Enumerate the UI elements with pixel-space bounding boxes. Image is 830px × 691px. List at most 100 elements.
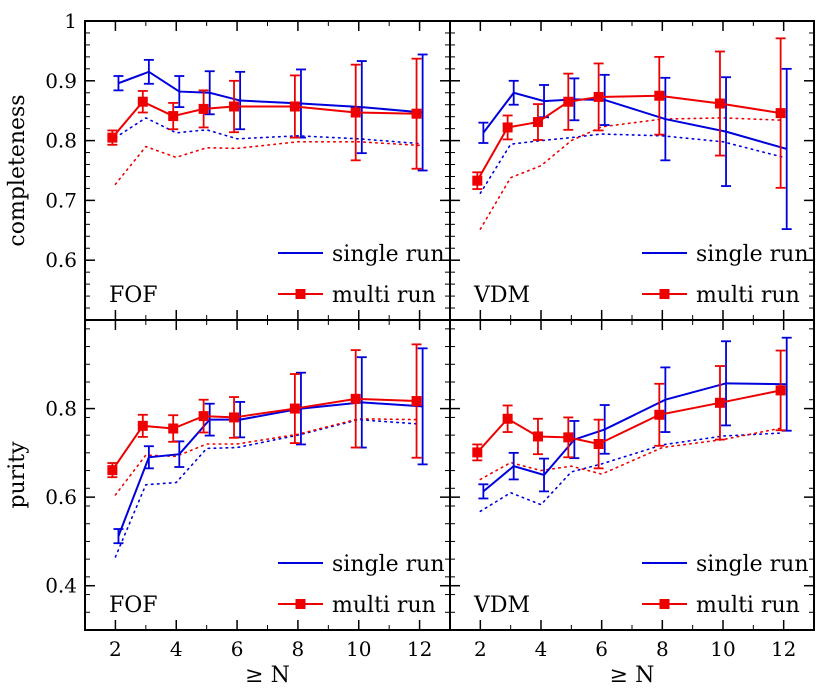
data-point	[563, 96, 574, 107]
legend-label-multi: multi run	[332, 283, 436, 308]
panel-label: FOF	[109, 283, 158, 308]
x-tick-label: 12	[407, 637, 432, 661]
data-point	[107, 132, 118, 143]
legend-label-single: single run	[332, 552, 444, 577]
panel-frame	[84, 20, 451, 321]
x-tick-label: 10	[710, 637, 735, 661]
series-dotted-line	[479, 432, 785, 513]
x-tick-label: 8	[292, 637, 305, 661]
series-multi-run	[107, 57, 422, 170]
panel-bottom-right: 2 4 6 8 10 12 ≥ N single run multi run VDM	[449, 319, 815, 688]
legend-marker-multi	[295, 289, 306, 299]
data-point	[532, 431, 543, 442]
series-line	[111, 397, 417, 471]
x-axis-title: ≥ N	[610, 663, 655, 688]
y-axis-title: purity	[5, 441, 30, 509]
panel-bottom-left: 0.4 0.6 0.8 2 4 6 8 10 12 purity ≥ N single run mult…	[5, 319, 451, 688]
series-dotted-line	[114, 418, 421, 558]
data-point	[229, 101, 240, 112]
data-point	[198, 103, 209, 114]
series-line	[482, 382, 787, 493]
data-point	[532, 117, 543, 128]
data-point	[775, 108, 786, 119]
legend-label-single: single run	[696, 242, 808, 267]
chart-panels: 0.6 0.7 0.8 0.9 1 completeness single run multi…	[5, 9, 815, 688]
series-single-run	[478, 336, 792, 500]
legend-label-multi: multi run	[696, 283, 800, 308]
series-multi-run	[472, 37, 786, 190]
x-tick-label: 6	[595, 637, 608, 661]
series-line	[111, 100, 417, 139]
data-point	[229, 412, 240, 423]
x-tick-label: 10	[346, 637, 371, 661]
y-tick-label: 0.8	[45, 129, 77, 153]
data-point	[472, 175, 483, 186]
y-tick-label: 0.6	[45, 248, 77, 272]
x-axis-title: ≥ N	[245, 663, 290, 688]
panel-frame	[449, 20, 815, 321]
data-point	[775, 385, 786, 396]
data-point	[502, 122, 513, 133]
y-tick-label: 0.7	[45, 188, 77, 212]
data-point	[168, 111, 179, 122]
data-point	[289, 403, 300, 414]
y-tick-label: 0.8	[45, 397, 77, 421]
series-multi-run	[472, 349, 786, 470]
data-point	[350, 393, 361, 404]
data-point	[137, 420, 148, 431]
data-point	[502, 413, 513, 424]
x-tick-label: 2	[109, 637, 122, 661]
legend-marker-multi	[659, 289, 670, 299]
legend-label-single: single run	[332, 242, 444, 267]
series-dotted-line	[114, 417, 421, 496]
y-tick-label: 0.4	[45, 574, 77, 598]
data-point	[593, 439, 604, 449]
y-tick-label: 0.9	[45, 69, 77, 93]
data-point	[107, 465, 118, 476]
data-point	[654, 90, 665, 101]
data-point	[714, 98, 725, 109]
panel-label: FOF	[109, 593, 158, 618]
data-point	[654, 409, 665, 420]
y-axis-title: completeness	[5, 94, 30, 246]
y-tick-label: 0.6	[45, 485, 77, 509]
data-point	[168, 423, 179, 434]
x-tick-label: 8	[656, 637, 669, 661]
panel-label: VDM	[473, 593, 530, 618]
series-line	[117, 401, 423, 537]
series-line	[476, 389, 781, 454]
x-tick-label: 6	[231, 637, 244, 661]
legend-marker-multi	[659, 599, 670, 609]
series-line	[476, 94, 781, 182]
data-point	[714, 397, 725, 408]
series-line	[118, 70, 423, 114]
series-single-run	[478, 67, 792, 231]
data-point	[472, 447, 483, 458]
data-point	[563, 432, 574, 443]
data-point	[411, 108, 422, 119]
series-dotted-line	[479, 426, 785, 481]
series-dotted-line	[479, 133, 785, 195]
series-single-run	[113, 53, 428, 172]
panel-top-left: 0.6 0.7 0.8 0.9 1 completeness single run multi…	[5, 9, 451, 321]
series-dotted-line	[114, 140, 421, 186]
legend-marker-multi	[295, 599, 306, 609]
x-tick-label: 12	[771, 637, 796, 661]
legend-label-single: single run	[696, 552, 808, 577]
data-point	[350, 107, 361, 118]
data-point	[137, 96, 148, 107]
panel-label: VDM	[473, 283, 530, 308]
data-point	[289, 101, 300, 112]
panel-top-right: single run multi run VDM	[449, 20, 815, 321]
legend-label-multi: multi run	[696, 593, 800, 618]
x-tick-label: 2	[474, 637, 487, 661]
x-tick-label: 4	[170, 637, 183, 661]
y-tick-label: 1	[64, 9, 77, 33]
series-dotted-line	[479, 117, 785, 230]
data-point	[198, 411, 209, 422]
series-dotted-line	[114, 116, 421, 145]
series-multi-run	[107, 343, 422, 479]
x-tick-label: 4	[535, 637, 548, 661]
data-point	[411, 396, 422, 407]
